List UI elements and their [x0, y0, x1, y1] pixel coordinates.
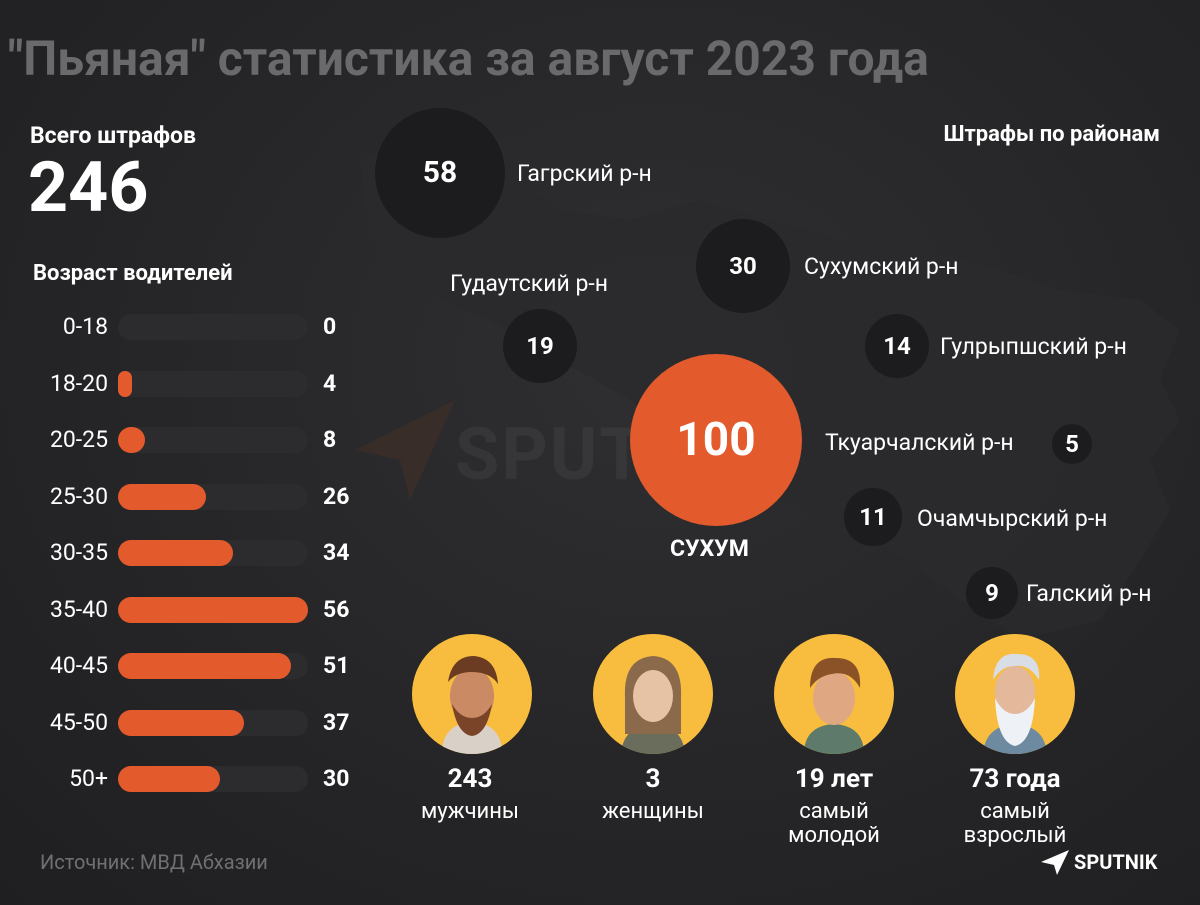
age-value-label: 8 — [323, 426, 337, 453]
district-bubble: 11 — [844, 488, 902, 546]
age-bar-track — [118, 653, 308, 679]
source-note: Источник: МВД Абхазии — [40, 850, 268, 874]
district-chart-title: Штрафы по районам — [943, 122, 1160, 147]
age-bar — [118, 370, 132, 397]
age-bar — [118, 766, 220, 792]
age-row: 25-30 26 — [0, 482, 380, 512]
district-bubble: 9 — [966, 567, 1018, 619]
age-bar-track — [118, 540, 308, 566]
man-avatar-icon — [412, 634, 532, 754]
youngest-age: 19 лет — [794, 764, 874, 794]
age-category-label: 30-35 — [49, 539, 108, 566]
age-bar — [118, 709, 244, 736]
age-category-label: 0-18 — [62, 313, 108, 340]
district-bubble: 58 — [374, 107, 506, 239]
men-count: 243 — [447, 764, 493, 794]
age-value-label: 37 — [323, 708, 350, 736]
age-bar-track — [118, 314, 308, 340]
age-chart-title: Возраст водителей — [33, 261, 233, 286]
age-category-label: 20-25 — [49, 426, 108, 453]
age-bar — [118, 427, 146, 453]
brand-name: SPUTNIK — [1074, 850, 1158, 874]
district-bubble: 5 — [1052, 424, 1092, 464]
age-category-label: 25-30 — [49, 482, 108, 510]
district-name-label: СУХУМ — [670, 535, 749, 562]
age-bar — [118, 653, 292, 679]
age-bar — [118, 483, 207, 510]
total-label: Всего штрафов — [30, 122, 197, 149]
age-row: 20-25 8 — [0, 425, 380, 455]
age-value-label: 0 — [323, 313, 337, 340]
total-value: 246 — [28, 147, 149, 229]
age-value-label: 4 — [323, 369, 337, 397]
district-bubble: 30 — [695, 218, 791, 314]
district-name-label: Гудаутский р-н — [450, 270, 608, 297]
district-name-label: Ткуарчалский р-н — [825, 429, 1014, 456]
age-row: 45-50 37 — [0, 708, 380, 738]
district-name-label: Галский р-н — [1026, 580, 1152, 607]
age-category-label: 35-40 — [49, 595, 108, 623]
oldest-age: 73 года — [969, 764, 1061, 794]
district-bubble: 19 — [502, 308, 578, 384]
age-row: 50+ 30 — [0, 764, 380, 794]
district-bubble: 100 — [630, 354, 802, 526]
age-bar-track — [118, 766, 308, 792]
age-row: 18-20 4 — [0, 369, 380, 399]
district-name-label: Гулрыпшский р-н — [940, 333, 1127, 360]
young-man-avatar-icon — [774, 634, 894, 754]
age-category-label: 50+ — [69, 765, 108, 792]
age-bar-track — [118, 370, 308, 397]
age-bar — [118, 596, 308, 623]
page-title: "Пьяная" статистика за август 2023 года — [8, 30, 929, 87]
age-value-label: 56 — [323, 595, 350, 623]
age-row: 35-40 56 — [0, 595, 380, 625]
age-value-label: 34 — [323, 539, 350, 566]
district-name-label: Очамчырский р-н — [917, 505, 1108, 532]
oldest-label: самый взрослый — [963, 799, 1067, 848]
age-bar-track — [118, 596, 308, 623]
age-value-label: 51 — [323, 652, 350, 679]
age-bar-track — [118, 483, 308, 510]
age-category-label: 18-20 — [49, 369, 108, 397]
youngest-label: самый молодой — [788, 799, 880, 848]
age-row: 0-18 0 — [0, 312, 380, 342]
age-value-label: 26 — [323, 482, 350, 510]
women-label: женщины — [602, 799, 704, 824]
age-category-label: 40-45 — [49, 652, 108, 679]
district-name-label: Сухумский р-н — [804, 253, 959, 280]
men-label: мужчины — [420, 799, 519, 824]
age-bar — [118, 540, 234, 566]
age-row: 30-35 34 — [0, 538, 380, 568]
old-man-avatar-icon — [955, 634, 1075, 754]
age-bar-track — [118, 427, 308, 453]
watermark-logo-icon — [355, 400, 455, 500]
age-value-label: 30 — [323, 765, 350, 792]
woman-avatar-icon — [593, 634, 713, 754]
brand-logo: SPUTNIK — [1040, 848, 1157, 876]
district-bubble: 14 — [864, 313, 930, 379]
age-bar-chart: 0-18 0 18-20 4 20-25 8 25-30 26 30-35 34 35-40 56 40… — [0, 300, 380, 820]
sputnik-logo-icon — [1041, 850, 1069, 875]
women-count: 3 — [645, 764, 661, 794]
district-name-label: Гагрский р-н — [517, 160, 652, 187]
age-category-label: 45-50 — [49, 708, 108, 736]
age-row: 40-45 51 — [0, 651, 380, 681]
age-bar-track — [118, 709, 308, 736]
